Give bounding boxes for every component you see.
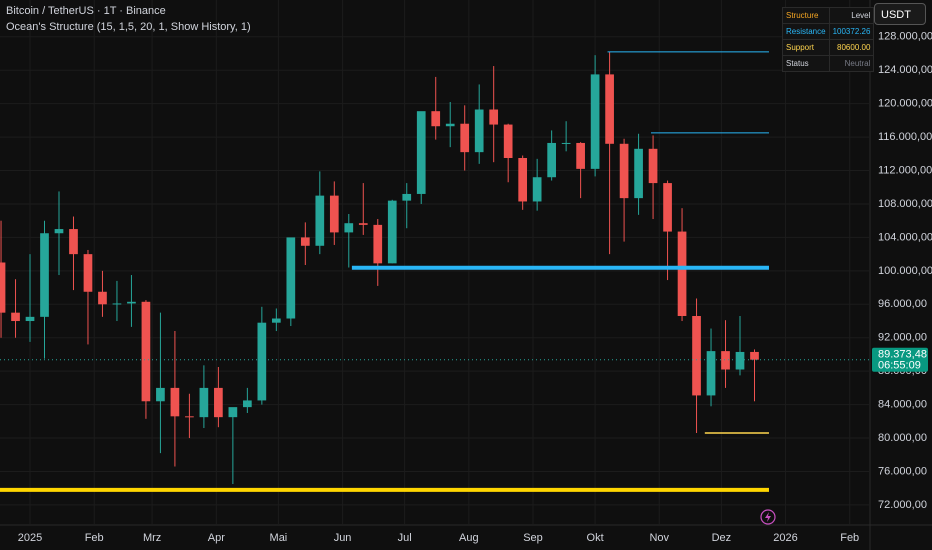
- candle-body: [677, 231, 687, 317]
- candle-body: [156, 387, 165, 402]
- candle-body: [416, 111, 426, 194]
- candle-body: [127, 301, 136, 304]
- x-tick-label: Feb: [85, 532, 104, 544]
- x-tick-label: Apr: [208, 532, 225, 544]
- candle-body: [503, 124, 513, 159]
- candle-body: [605, 74, 614, 144]
- currency-button[interactable]: USDT: [874, 3, 926, 25]
- candle-body: [11, 312, 20, 322]
- candle-body: [489, 109, 499, 125]
- candle-body: [112, 303, 122, 305]
- candle-body: [199, 387, 209, 418]
- x-tick-label: Dez: [712, 532, 732, 544]
- structure-table: Structure Level Resistance 100372.26 Suppo…: [782, 7, 875, 72]
- candle-body: [329, 195, 339, 233]
- candle-body: [69, 229, 78, 255]
- candle-body: [373, 224, 383, 264]
- table-cell: Level: [828, 7, 875, 24]
- table-cell: Support: [782, 39, 830, 56]
- x-tick-label: Aug: [459, 532, 479, 544]
- candle-body: [300, 237, 310, 246]
- candle-body: [431, 111, 441, 127]
- candle-body: [474, 109, 484, 153]
- candle-body: [271, 318, 281, 323]
- candle-body: [387, 200, 397, 264]
- candle-body: [576, 142, 585, 169]
- candle-body: [170, 387, 180, 417]
- y-tick-label: 108.000,00: [878, 198, 932, 210]
- y-tick-label: 100.000,00: [878, 265, 932, 277]
- last-price-box: [872, 347, 928, 372]
- candle-body: [257, 322, 267, 401]
- y-tick-label: 112.000,00: [878, 164, 932, 176]
- symbol-title[interactable]: Bitcoin / TetherUS · 1T · Binance: [6, 5, 166, 17]
- candle-body: [692, 316, 701, 396]
- x-tick-label: 2026: [773, 532, 797, 544]
- y-tick-label: 76.000,00: [878, 465, 927, 477]
- candle-body: [243, 400, 252, 408]
- y-tick-label: 96.000,00: [878, 298, 927, 310]
- candle-body: [561, 142, 571, 144]
- x-tick-label: Mrz: [143, 532, 161, 544]
- candle-body: [40, 233, 49, 317]
- candle-body: [358, 223, 368, 225]
- candle-body: [619, 143, 629, 199]
- candle-body: [706, 351, 716, 396]
- candle-body: [315, 195, 325, 246]
- x-tick-label: Jun: [334, 532, 352, 544]
- candle-body: [98, 291, 107, 305]
- candle-body: [634, 148, 643, 199]
- candle-body: [0, 262, 6, 313]
- y-tick-label: 92.000,00: [878, 332, 927, 344]
- candle-body: [141, 301, 151, 402]
- y-tick-label: 72.000,00: [878, 499, 927, 511]
- candle-body: [402, 193, 412, 201]
- x-tick-label: Jul: [398, 532, 412, 544]
- candle-body: [735, 351, 745, 370]
- candle-body: [344, 223, 354, 233]
- y-tick-label: 120.000,00: [878, 98, 932, 110]
- x-tick-label: Nov: [649, 532, 669, 544]
- candle-body: [228, 407, 238, 418]
- countdown-label: 06:55:09: [878, 360, 921, 372]
- candle-body: [54, 229, 64, 234]
- y-tick-label: 128.000,00: [878, 31, 932, 43]
- table-cell: 80600.00: [828, 39, 875, 56]
- candle-body: [460, 123, 470, 153]
- indicator-title[interactable]: Ocean's Structure (15, 1,5, 20, 1, Show …: [6, 21, 251, 33]
- candle-body: [648, 148, 658, 184]
- table-cell: Neutral: [828, 55, 875, 72]
- candle-body: [721, 351, 730, 370]
- table-cell: Structure: [782, 7, 830, 24]
- y-tick-label: 116.000,00: [878, 131, 932, 143]
- candle-body: [532, 177, 542, 202]
- y-tick-label: 104.000,00: [878, 231, 932, 243]
- candle-body: [83, 254, 93, 292]
- candle-body: [185, 416, 194, 418]
- candle-body: [663, 183, 672, 232]
- candle-body: [590, 74, 600, 169]
- y-tick-label: 124.000,00: [878, 64, 932, 76]
- candle-body: [547, 142, 556, 178]
- candle-body: [25, 316, 35, 322]
- y-tick-label: 80.000,00: [878, 432, 927, 444]
- x-tick-label: 2025: [18, 532, 42, 544]
- table-cell: Resistance: [782, 23, 830, 40]
- candle-body: [214, 387, 223, 418]
- table-cell: Status: [782, 55, 830, 72]
- candle-body: [445, 123, 455, 127]
- table-cell: 100372.26: [828, 23, 875, 40]
- candle-body: [286, 237, 296, 319]
- candle-body: [518, 158, 528, 202]
- last-price-label: 89.373,48: [878, 349, 927, 361]
- x-tick-label: Sep: [523, 532, 543, 544]
- x-tick-label: Feb: [840, 532, 859, 544]
- candle-body: [750, 351, 759, 360]
- x-tick-label: Okt: [587, 532, 604, 544]
- alert-icon[interactable]: [760, 509, 776, 525]
- x-tick-label: Mai: [270, 532, 288, 544]
- y-tick-label: 84.000,00: [878, 399, 927, 411]
